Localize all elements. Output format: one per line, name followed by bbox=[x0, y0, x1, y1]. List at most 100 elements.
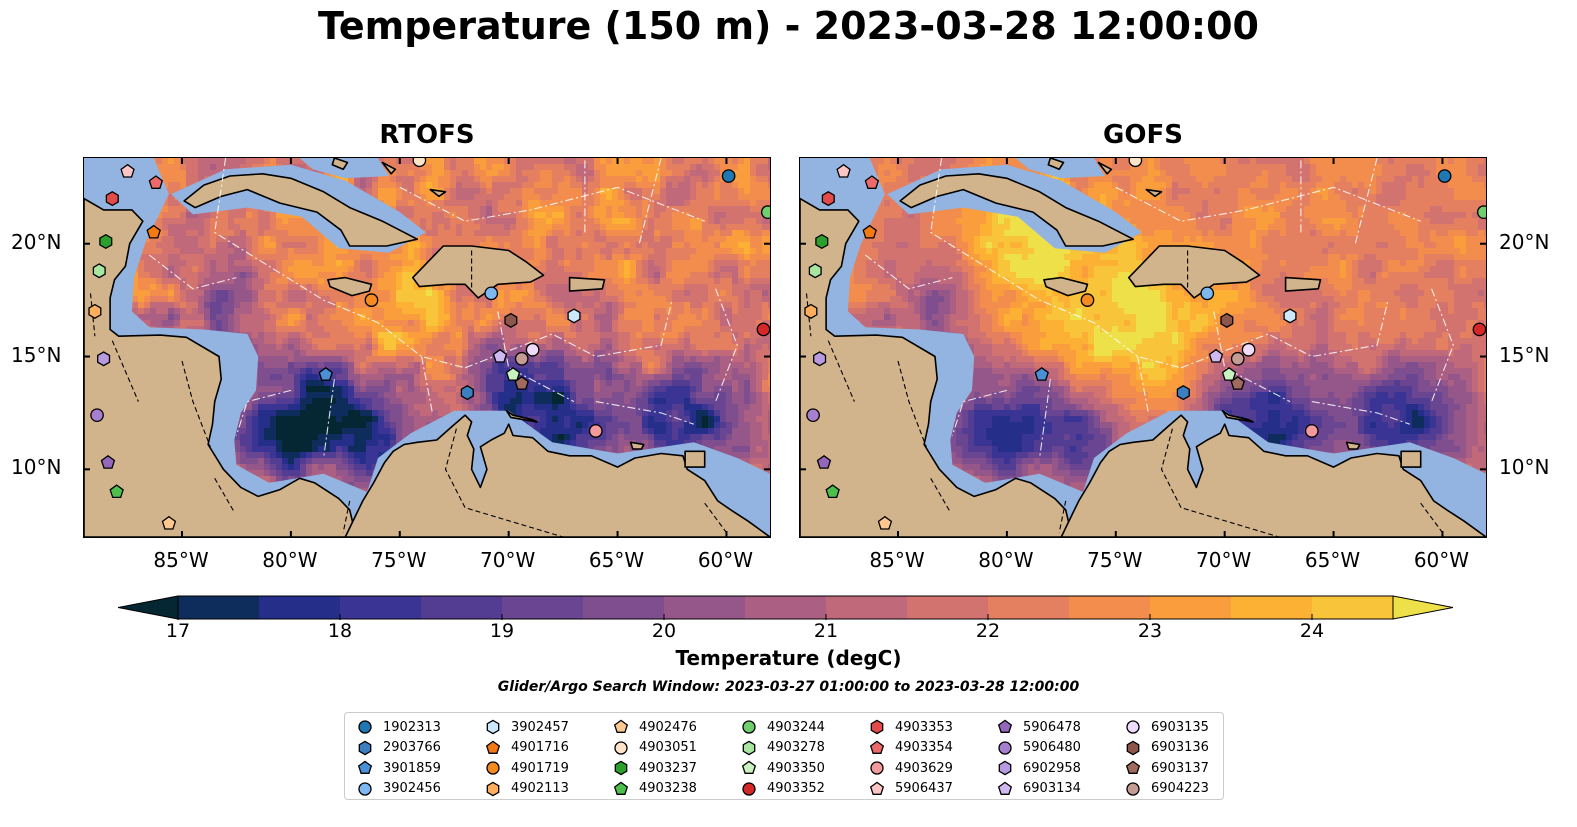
float-marker-4903244 bbox=[1476, 205, 1486, 219]
legend-marker-4902476 bbox=[613, 719, 629, 734]
hexagon-marker-icon bbox=[1126, 740, 1140, 756]
land-jamaica bbox=[1043, 276, 1089, 297]
float-marker-5906478 bbox=[816, 454, 832, 469]
legend-item: 5906478 bbox=[997, 717, 1081, 738]
legend-marker-4903278 bbox=[742, 740, 756, 756]
float-marker-4903352 bbox=[1472, 322, 1486, 337]
float-marker-5906478 bbox=[100, 454, 116, 469]
legend-marker-2903766 bbox=[358, 740, 372, 756]
legend-item: 6903137 bbox=[1125, 758, 1209, 779]
land-margarita bbox=[1345, 441, 1361, 450]
land-cuba bbox=[183, 173, 419, 247]
float-marker-4903353 bbox=[821, 191, 835, 207]
pentagon-marker-icon bbox=[613, 781, 629, 795]
colorbar-tick-label: 20 bbox=[651, 620, 677, 642]
circle-marker-icon bbox=[486, 761, 500, 775]
land-margarita bbox=[629, 441, 645, 450]
legend-item: 4901716 bbox=[485, 738, 569, 759]
float-marker-4903278 bbox=[92, 263, 106, 279]
land-hispaniola bbox=[1127, 245, 1261, 299]
legend-item: 6902958 bbox=[997, 758, 1081, 779]
legend-marker-4903350 bbox=[741, 760, 757, 775]
land-puertoRico bbox=[1284, 276, 1322, 292]
land-puertoRico bbox=[568, 276, 606, 292]
float-marker-6903137 bbox=[514, 375, 529, 390]
float-marker-6903135 bbox=[1241, 342, 1256, 357]
float-marker-4903237 bbox=[99, 233, 113, 250]
legend-column: 1902313 2903766 3901859 3902456 bbox=[357, 717, 441, 799]
lon-tick-label-gofs: 60°W bbox=[1413, 548, 1470, 572]
legend-marker-4902113 bbox=[486, 781, 500, 797]
legend-item: 6903136 bbox=[1125, 738, 1209, 759]
colorbar-tick-label: 17 bbox=[165, 620, 191, 642]
circle-marker-icon bbox=[1126, 782, 1140, 796]
hexagon-marker-icon bbox=[486, 781, 500, 797]
colorbar-tick-label: 18 bbox=[327, 620, 353, 642]
float-marker-4903238 bbox=[109, 484, 124, 499]
legend-item: 4903352 bbox=[741, 779, 825, 800]
legend-label: 4903350 bbox=[767, 760, 825, 776]
legend-item: 4903350 bbox=[741, 758, 825, 779]
legend-item: 3902456 bbox=[357, 779, 441, 800]
float-marker-4903354 bbox=[864, 175, 880, 189]
legend-label: 3902457 bbox=[511, 719, 569, 735]
land-bahamas1 bbox=[1047, 158, 1065, 171]
lon-tick-label-rtofs: 60°W bbox=[697, 548, 754, 572]
legend-marker-4903629 bbox=[870, 761, 884, 775]
legend-item: 4903238 bbox=[613, 779, 697, 800]
legend-label: 2903766 bbox=[383, 740, 441, 756]
circle-marker-icon bbox=[1126, 720, 1140, 734]
lat-tick-label-rtofs: 10°N bbox=[11, 455, 62, 480]
map-canvas-rtofs bbox=[84, 158, 770, 537]
pentagon-marker-icon bbox=[741, 760, 757, 775]
legend-label: 4903354 bbox=[895, 740, 953, 756]
colorbar-tick-label: 22 bbox=[975, 620, 1001, 642]
country-borders bbox=[89, 250, 727, 537]
legend-item: 4903353 bbox=[869, 717, 953, 738]
legend-marker-6903136 bbox=[1126, 740, 1140, 756]
pentagon-marker-icon bbox=[869, 781, 885, 795]
lat-tick-label-gofs: 10°N bbox=[1499, 455, 1550, 480]
legend-marker-4903244 bbox=[742, 720, 756, 734]
lon-tick-label-rtofs: 80°W bbox=[262, 548, 318, 572]
legend-marker-5906437 bbox=[869, 781, 885, 795]
float-marker-4903350 bbox=[505, 366, 521, 381]
pentagon-marker-icon bbox=[869, 740, 885, 754]
figure-title: Temperature (150 m) - 2023-03-28 12:00:0… bbox=[317, 4, 1259, 48]
float-marker-4901719 bbox=[1080, 293, 1095, 307]
land-cuba bbox=[899, 173, 1135, 247]
float-marker-6904223 bbox=[1230, 351, 1245, 366]
float-marker-4903051 bbox=[412, 158, 427, 168]
legend-item: 1902313 bbox=[357, 717, 441, 738]
colorbar-tick-label: 19 bbox=[489, 620, 515, 642]
hexagon-marker-icon bbox=[742, 740, 756, 756]
hexagon-marker-icon bbox=[998, 760, 1012, 776]
legend-label: 3902456 bbox=[383, 781, 441, 797]
float-marker-5906437 bbox=[120, 163, 135, 178]
float-marker-5906480 bbox=[806, 408, 820, 423]
hexagon-marker-icon bbox=[870, 719, 884, 735]
float-marker-2903766 bbox=[1176, 385, 1190, 401]
float-marker-4902476 bbox=[877, 515, 893, 530]
legend-marker-6904223 bbox=[1126, 782, 1140, 796]
legend-label: 6902958 bbox=[1023, 760, 1081, 776]
hexagon-marker-icon bbox=[486, 719, 500, 735]
legend-marker-3902457 bbox=[486, 719, 500, 735]
float-marker-3901859 bbox=[1034, 366, 1049, 381]
lon-tick-label-gofs: 70°W bbox=[1196, 548, 1252, 572]
legend-marker-3901859 bbox=[357, 760, 373, 775]
panel-title-rtofs: RTOFS bbox=[379, 120, 475, 150]
float-marker-6903136 bbox=[1220, 312, 1234, 328]
legend-column: 6903135 6903136 6903137 6904223 bbox=[1125, 717, 1209, 799]
circle-marker-icon bbox=[358, 720, 372, 734]
eez-boundaries bbox=[148, 158, 738, 459]
search-window-text: Glider/Argo Search Window: 2023-03-27 01… bbox=[497, 679, 1080, 695]
float-marker-4902113 bbox=[804, 303, 818, 319]
float-markers bbox=[88, 158, 770, 530]
float-marker-2903766 bbox=[460, 385, 474, 401]
legend-label: 4903353 bbox=[895, 719, 953, 735]
circle-marker-icon bbox=[998, 741, 1012, 755]
float-marker-4901716 bbox=[862, 224, 877, 239]
lat-tick-label-gofs: 20°N bbox=[1499, 229, 1550, 254]
legend-item: 4903354 bbox=[869, 738, 953, 759]
